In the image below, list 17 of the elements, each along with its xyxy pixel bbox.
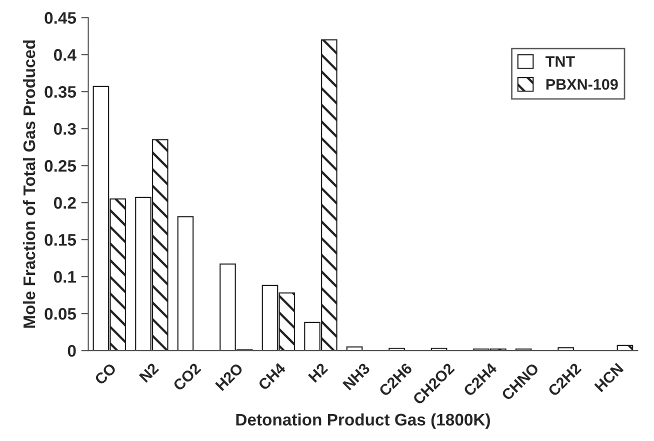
y-tick-label: 0.2 bbox=[54, 197, 76, 209]
y-tick-label: 0.35 bbox=[44, 86, 76, 98]
y-tick-label: 0.45 bbox=[44, 12, 76, 24]
y-tick-label: 0.05 bbox=[44, 308, 76, 320]
legend-label: PBXN-109 bbox=[546, 78, 618, 90]
y-tick-label: 0 bbox=[68, 344, 76, 357]
y-tick-label: 0.3 bbox=[54, 123, 76, 135]
legend-label: TNT bbox=[546, 56, 575, 67]
x-tick-label: CO bbox=[94, 362, 117, 386]
y-axis-title: Mole Fraction of Total Gas Produced bbox=[22, 40, 36, 328]
y-tick-label: 0.25 bbox=[44, 160, 76, 172]
x-axis-title: Detonation Product Gas (1800K) bbox=[236, 413, 490, 429]
x-tick-label: N2 bbox=[138, 362, 160, 383]
y-tick-label: 0.1 bbox=[54, 271, 76, 283]
y-tick-label: 0.4 bbox=[54, 49, 76, 61]
x-tick-label: H2 bbox=[308, 362, 328, 383]
y-tick-label: 0.15 bbox=[44, 234, 76, 246]
